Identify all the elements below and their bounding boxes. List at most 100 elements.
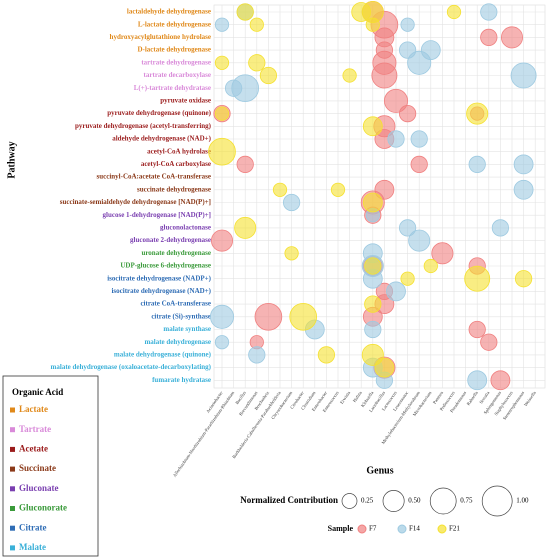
y-tick-label: UDP-glucose 6-dehydrogenase [120, 262, 211, 270]
bubble [383, 88, 409, 113]
y-tick-label: tartrate decarboxylase [144, 71, 211, 79]
bubble [480, 3, 498, 21]
bubble [254, 302, 283, 331]
bubble [317, 346, 336, 364]
sample-swatch [357, 524, 367, 534]
size-legend-circle [341, 493, 358, 509]
bubble [480, 28, 498, 47]
y-tick-label: citrate (Si)-synthase [151, 312, 211, 320]
y-tick-label: pyruvate oxidase [160, 97, 211, 105]
bubble [410, 155, 428, 174]
legend-swatch [10, 545, 15, 551]
bubble [446, 4, 462, 20]
bubble [400, 17, 415, 32]
legend-swatch [10, 466, 15, 472]
sample-label: F14 [409, 525, 420, 533]
bubble [466, 102, 489, 125]
bubble [330, 182, 346, 197]
bubble [423, 258, 438, 274]
bubble [364, 295, 382, 313]
y-tick-label: malate dehydrogenase [144, 338, 211, 346]
bubble [513, 179, 534, 200]
bubble [209, 304, 235, 329]
bubble [259, 66, 278, 85]
sample-swatch [397, 524, 407, 534]
y-tick-label: gluconolactonase [160, 224, 211, 232]
bubble [342, 68, 357, 83]
sample-swatch [437, 524, 447, 534]
bubble [214, 335, 230, 350]
sample-legend-title: Sample [328, 524, 354, 533]
bubble [284, 246, 299, 261]
legend-box [2, 375, 99, 557]
sample-label: F7 [369, 525, 377, 533]
bubble [214, 55, 230, 70]
bubble [420, 40, 441, 60]
bubble [374, 357, 395, 378]
legend-swatch [10, 486, 15, 492]
bubble [248, 54, 266, 72]
legend-swatch [10, 427, 15, 433]
legend-label: Gluconate [19, 483, 59, 493]
bubble [513, 154, 534, 175]
legend-label: Lactate [19, 404, 48, 414]
y-tick-label: L(+)-tartrate dehydratase [134, 84, 211, 92]
bubble [364, 257, 382, 275]
y-tick-label: succinate dehydrogenase [137, 185, 211, 193]
bubble [398, 104, 417, 123]
size-legend-label: 0.75 [460, 497, 473, 505]
y-tick-label: hydroxyacylglutathione hydrolase [110, 33, 211, 41]
size-legend-circle [481, 485, 513, 517]
size-legend-circle [382, 490, 405, 512]
bubble [410, 130, 428, 148]
bubble [364, 320, 382, 339]
bubble [400, 271, 415, 286]
legend-label: Acetate [19, 443, 48, 453]
bubble [468, 320, 486, 339]
bubble [387, 130, 405, 148]
bubble [272, 182, 288, 197]
legend-label: Citrate [19, 522, 46, 532]
y-tick-label: malate dehydrogenase (oxaloacetate-decar… [51, 363, 212, 371]
bubble [371, 62, 398, 89]
x-tick-label: Allorhizobium-Neorhizobium-Pararhizobium… [172, 390, 236, 478]
x-tick-label: Hafnia [352, 390, 363, 403]
size-legend-label: 0.25 [361, 497, 374, 505]
x-axis-title: Genus [366, 465, 393, 476]
y-tick-label: acetyl-CoA hydrolase [147, 147, 211, 155]
bubble [234, 216, 257, 239]
y-tick-label: isocitrate dehydrogenase (NADP+) [107, 274, 211, 282]
size-legend-title: Normalized Contribution [240, 495, 338, 505]
y-tick-label: pyruvate dehydrogenase (acetyl-transferr… [75, 122, 212, 130]
x-tick-label: Weissella [523, 390, 537, 407]
legend-swatch [10, 506, 15, 511]
bubble [500, 26, 524, 49]
y-tick-label: tartrate dehydrogenase [141, 58, 211, 66]
bubble [282, 193, 301, 212]
y-tick-label: succinate-semialdehyde dehydrogenase [NA… [60, 198, 211, 206]
bubble [491, 219, 510, 237]
y-tick-label: malate synthase [163, 325, 211, 333]
bubble [467, 370, 488, 391]
legend-label: Malate [19, 542, 46, 552]
bubble [514, 270, 533, 288]
y-tick-label: L-lactate dehydrogenase [138, 20, 211, 28]
y-axis-title: Pathway [6, 141, 17, 178]
legend-label: Tartrate [19, 424, 51, 434]
size-legend-label: 1.00 [516, 497, 529, 505]
y-tick-label: citrate CoA-transferase [140, 300, 211, 308]
bubble [408, 229, 431, 252]
bubble [464, 265, 491, 292]
bubble [248, 346, 266, 364]
bubble [431, 242, 454, 265]
bubble [510, 62, 537, 89]
legend-title: Organic Acid [12, 387, 63, 397]
bubble [365, 17, 380, 32]
bubble [289, 302, 318, 331]
bubble [208, 137, 236, 166]
y-tick-label: gluconate 2-dehydrogenase [130, 236, 211, 244]
y-tick-label: isocitrate dehydrogenase (NAD+) [111, 287, 211, 295]
bubble [236, 155, 254, 174]
y-tick-label: lactaldehyde dehydrogenase [127, 8, 211, 16]
bubble [214, 106, 230, 121]
